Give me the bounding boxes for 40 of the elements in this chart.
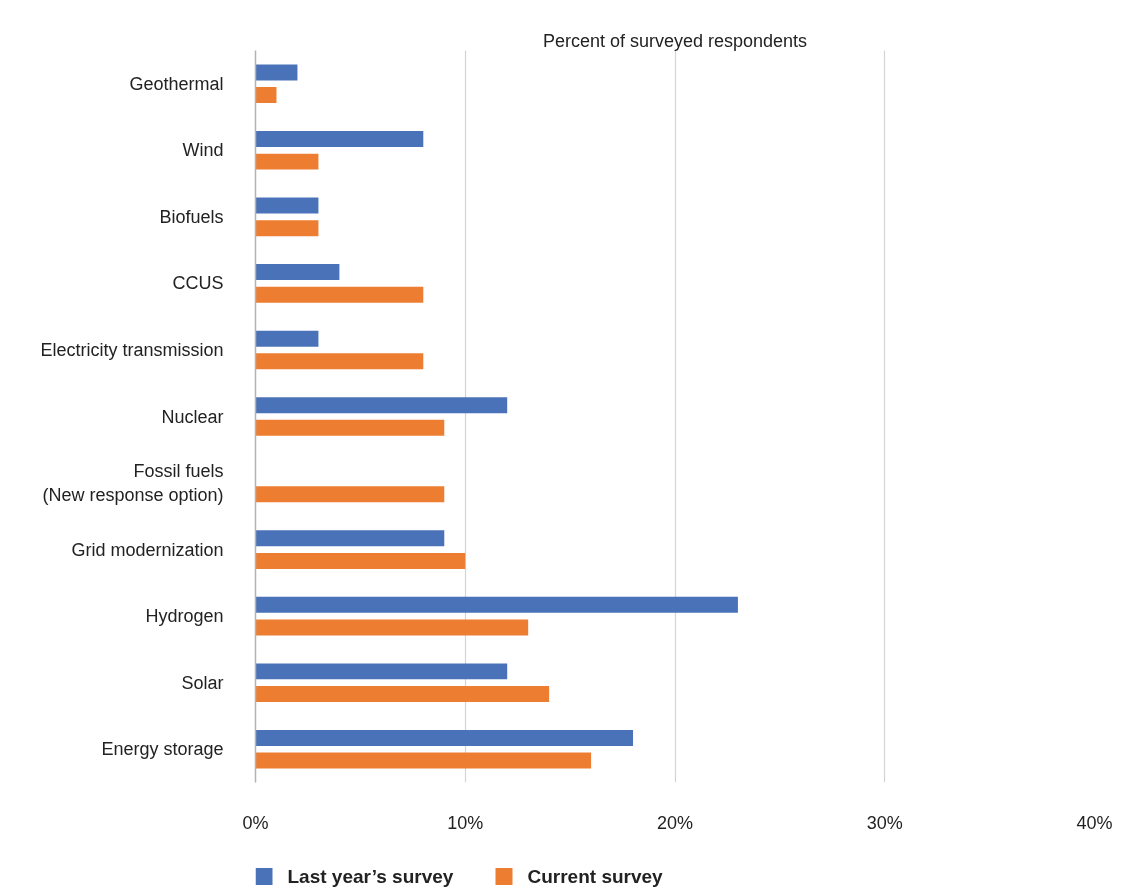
y-tick-label: Energy storage	[101, 739, 224, 760]
bar	[255, 596, 738, 613]
x-axis-title: Percent of surveyed respondents	[542, 30, 808, 51]
bar	[255, 397, 508, 414]
bar	[255, 64, 298, 81]
y-tick-label: Electricity transmission	[40, 339, 224, 360]
y-tick-label: Geothermal	[129, 73, 224, 94]
bar	[255, 419, 445, 436]
bar	[255, 220, 319, 237]
y-tick-label: Hydrogen	[145, 606, 224, 627]
bar	[255, 153, 319, 170]
bar	[255, 286, 424, 303]
bar	[255, 330, 319, 347]
bar	[255, 353, 424, 370]
y-tick-label: Wind	[182, 140, 224, 161]
bar	[255, 131, 424, 147]
x-tick-label: 30%	[866, 812, 903, 833]
legend-label: Current survey	[527, 866, 664, 887]
bar	[255, 530, 445, 547]
bar	[255, 486, 445, 503]
x-tick-label: 20%	[656, 812, 694, 833]
x-tick-label: 10%	[447, 812, 484, 833]
bar	[255, 729, 634, 746]
bar	[255, 752, 592, 769]
x-tick-label: 40%	[1076, 812, 1113, 833]
legend-label: Last year’s survey	[287, 866, 454, 887]
bar	[255, 264, 340, 281]
bar	[255, 663, 508, 680]
y-tick-label: Nuclear	[161, 406, 224, 427]
bar	[255, 552, 466, 569]
y-tick-label: Solar	[181, 672, 224, 693]
y-tick-label: Biofuels	[159, 206, 224, 227]
bar	[255, 686, 550, 702]
bar	[255, 619, 529, 636]
bar	[255, 87, 277, 104]
y-tick-label: Grid modernization	[71, 539, 224, 560]
y-tick-label: CCUS	[172, 273, 224, 294]
x-tick-label: 0%	[242, 812, 269, 833]
y-tick-label: Fossil fuels (New response option)	[42, 461, 224, 506]
bar	[255, 197, 319, 214]
